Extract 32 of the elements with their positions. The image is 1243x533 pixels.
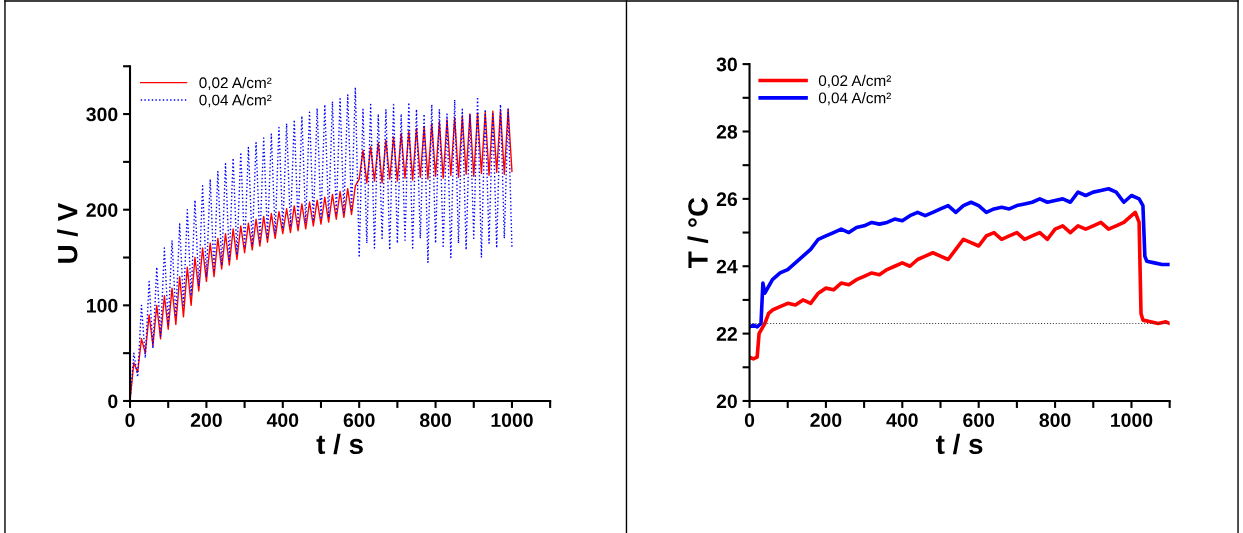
line-series xyxy=(749,186,1170,329)
legend-label: 0,04 A/cm² xyxy=(818,92,892,106)
x-tick-label: 1000 xyxy=(1111,413,1153,428)
y-tick-label: 20 xyxy=(716,394,737,409)
x-tick-label: 0 xyxy=(744,413,755,428)
x-axis-title: t / s xyxy=(936,433,983,455)
legend-label: 0,02 A/cm² xyxy=(818,74,892,88)
x-tick-label: 0 xyxy=(125,413,135,428)
y-tick-label: 24 xyxy=(716,259,738,274)
y-tick-label: 200 xyxy=(86,203,118,217)
x-tick-label: 800 xyxy=(419,413,451,428)
y-tick-label: 30 xyxy=(716,57,737,72)
x-tick-label: 200 xyxy=(190,413,222,428)
y-tick-label: 28 xyxy=(716,124,738,139)
y-axis-title: U / V xyxy=(57,202,78,263)
y-axis-title: T / °C xyxy=(687,197,709,268)
x-axis-title: t / s xyxy=(316,433,363,455)
x-tick-label: 400 xyxy=(266,413,299,428)
line-series xyxy=(749,210,1170,361)
x-tick-label: 1000 xyxy=(491,413,533,428)
y-tick-label: 22 xyxy=(716,327,737,341)
x-tick-label: 600 xyxy=(343,413,375,428)
y-tick-label: 0 xyxy=(108,394,118,409)
legend-label: 0,02 A/cm² xyxy=(199,76,272,90)
x-tick-label: 200 xyxy=(810,413,842,428)
legend-label: 0,04 A/cm² xyxy=(199,94,272,108)
y-tick-label: 300 xyxy=(86,107,118,122)
x-tick-label: 400 xyxy=(886,413,918,428)
y-tick-label: 26 xyxy=(716,192,738,207)
x-tick-label: 600 xyxy=(963,413,995,428)
x-tick-label: 800 xyxy=(1039,413,1071,428)
y-tick-label: 100 xyxy=(87,298,118,313)
